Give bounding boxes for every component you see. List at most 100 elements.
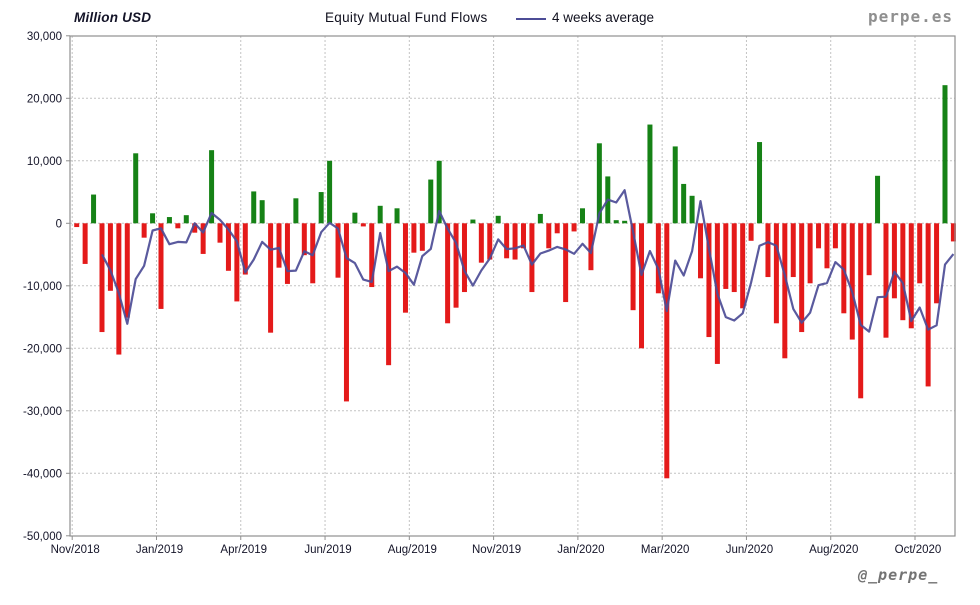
outflow-bar [782,223,788,359]
outflow-bar [748,223,754,241]
y-axis-label: -20,000 [23,343,62,355]
outflow-bar [141,223,147,238]
outflow-bar [284,223,290,284]
outflow-bar [832,223,838,249]
inflow-bar [647,124,653,224]
inflow-bar [318,192,324,224]
outflow-bar [419,223,425,251]
outflow-bar [124,223,130,318]
inflow-bar [672,146,678,224]
outflow-bar [82,223,88,264]
plot-border [69,35,956,537]
outflow-bar [478,223,484,263]
outflow-bar [790,223,796,278]
x-axis-label: Apr/2019 [220,544,267,556]
inflow-bar [537,213,543,224]
outflow-bar [402,223,408,313]
outflow-bar [369,223,375,288]
y-axis-unit-label: Million USD [74,10,152,25]
outflow-bar [655,223,661,294]
outflow-bar [411,223,417,253]
outflow-bar [99,223,105,333]
outflow-bar [268,223,274,333]
outflow-bar [639,223,645,349]
outflow-bar [453,223,459,308]
outflow-bar [529,223,535,293]
y-axis-label: 30,000 [27,31,62,43]
x-axis-label: Nov/2019 [472,544,521,556]
outflow-bar [512,223,518,260]
outflow-bar [925,223,931,387]
x-axis-label: Nov/2018 [51,544,100,556]
outflow-bar [571,223,577,232]
outflow-bar [301,223,307,256]
legend: 4 weeks average [516,10,654,25]
outflow-bar [773,223,779,324]
outflow-bar [934,223,940,304]
outflow-bar [630,223,636,311]
y-axis-label: -10,000 [23,281,62,293]
y-axis-label: -30,000 [23,406,62,418]
outflow-bar [217,223,223,243]
inflow-bar [209,150,215,224]
outflow-bar [276,223,282,268]
outflow-bar [816,223,822,249]
y-axis-label: 20,000 [27,93,62,105]
x-axis-label: Jun/2020 [726,544,773,556]
inflow-bar [352,212,358,224]
inflow-bar [596,143,602,224]
outflow-bar [765,223,771,278]
inflow-bar [495,215,501,224]
outflow-bar [554,223,560,234]
outflow-bar [723,223,729,289]
outflow-bar [731,223,737,293]
inflow-bar [875,175,881,224]
chart-title: Equity Mutual Fund Flows [325,10,488,25]
inflow-bar [613,220,619,224]
x-axis-label: Jan/2019 [136,544,183,556]
inflow-bar [259,200,265,224]
y-axis-label: -50,000 [23,531,62,543]
inflow-bar [470,219,476,224]
inflow-bar [183,215,189,224]
x-axis-label: Aug/2020 [809,544,858,556]
outflow-bar [360,223,366,227]
inflow-bar [293,198,299,224]
inflow-bar [689,195,695,224]
outflow-bar [343,223,349,402]
outflow-bar [546,223,552,249]
x-axis-label: Aug/2019 [388,544,437,556]
outflow-bar [192,223,198,233]
outflow-bar [74,223,80,228]
outflow-bar [891,223,897,299]
average-line [101,189,955,333]
outflow-bar [335,223,341,278]
outflow-bar [807,223,813,284]
inflow-bar [91,194,97,224]
outflow-bar [698,223,704,279]
inflow-bar [166,217,172,224]
outflow-bar [883,223,889,338]
outflow-bar [866,223,872,276]
x-axis-label: Oct/2020 [895,544,942,556]
outflow-bar [386,223,392,366]
y-axis-label: 10,000 [27,156,62,168]
inflow-bar [377,205,383,224]
outflow-bar [487,223,493,260]
x-axis-label: Jun/2019 [304,544,351,556]
inflow-bar [622,220,628,224]
inflow-bar [942,85,948,224]
y-axis-label: -40,000 [23,468,62,480]
inflow-bar [757,142,763,224]
inflow-bar [681,183,687,224]
outflow-bar [158,223,164,309]
inflow-bar [133,153,139,224]
outflow-bar [588,223,594,271]
outflow-bar [799,223,805,333]
twitter-handle: @_perpe_ [858,566,939,584]
outflow-bar [225,223,231,271]
outflow-bar [116,223,122,355]
inflow-bar [150,213,156,224]
legend-label: 4 weeks average [552,10,655,25]
